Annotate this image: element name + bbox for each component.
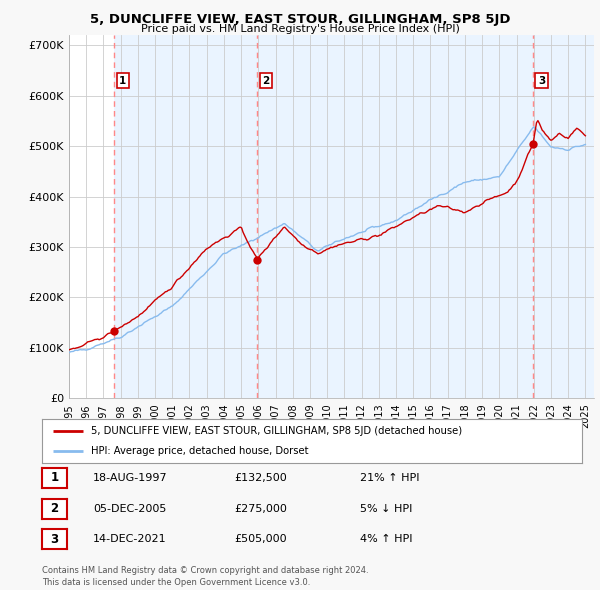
Bar [114,35,257,398]
Text: 14-DEC-2021: 14-DEC-2021 [93,535,167,544]
Text: £505,000: £505,000 [234,535,287,544]
Text: 5, DUNCLIFFE VIEW, EAST STOUR, GILLINGHAM, SP8 5JD (detached house): 5, DUNCLIFFE VIEW, EAST STOUR, GILLINGHA… [91,427,462,436]
Text: 1: 1 [50,471,59,484]
Text: HPI: Average price, detached house, Dorset: HPI: Average price, detached house, Dors… [91,446,308,455]
Text: 05-DEC-2005: 05-DEC-2005 [93,504,166,513]
Text: 4% ↑ HPI: 4% ↑ HPI [360,535,413,544]
Text: 5% ↓ HPI: 5% ↓ HPI [360,504,412,513]
Text: 5, DUNCLIFFE VIEW, EAST STOUR, GILLINGHAM, SP8 5JD: 5, DUNCLIFFE VIEW, EAST STOUR, GILLINGHA… [90,13,510,26]
Text: 18-AUG-1997: 18-AUG-1997 [93,473,167,483]
Text: £132,500: £132,500 [234,473,287,483]
Text: 2: 2 [262,76,269,86]
Bar [533,35,594,398]
Text: 3: 3 [538,76,545,86]
Text: 21% ↑ HPI: 21% ↑ HPI [360,473,419,483]
Bar [257,35,533,398]
Text: 3: 3 [50,533,59,546]
Text: Contains HM Land Registry data © Crown copyright and database right 2024.
This d: Contains HM Land Registry data © Crown c… [42,566,368,587]
Text: Price paid vs. HM Land Registry's House Price Index (HPI): Price paid vs. HM Land Registry's House … [140,24,460,34]
Text: 2: 2 [50,502,59,515]
Text: 1: 1 [119,76,127,86]
Text: £275,000: £275,000 [234,504,287,513]
